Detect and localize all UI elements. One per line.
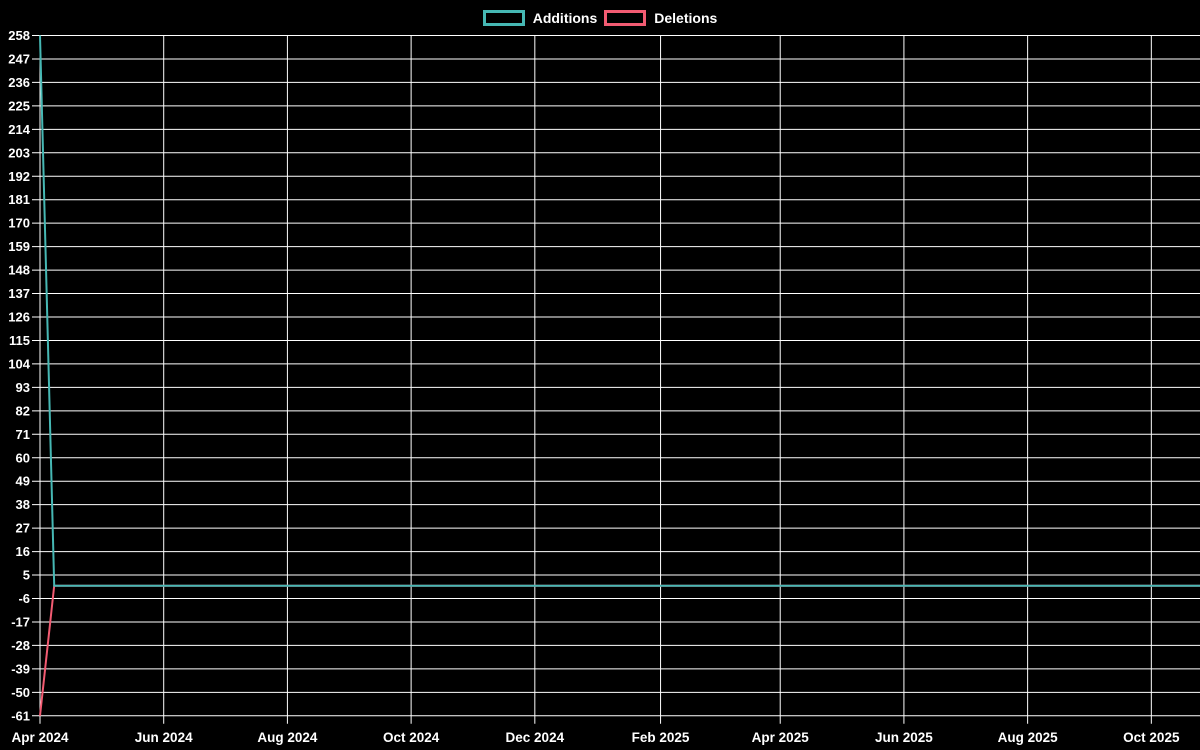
additions-swatch-icon	[482, 10, 525, 26]
deletions-line	[39, 584, 1200, 716]
additions-line	[39, 35, 1200, 587]
y-tick-label: 214	[8, 122, 30, 137]
x-tick-label: Aug 2025	[998, 730, 1059, 745]
vertical-gridlines	[39, 35, 1152, 724]
y-tick-label: 159	[8, 239, 30, 254]
y-tick-label: 49	[16, 474, 30, 489]
horizontal-gridlines	[32, 35, 1200, 717]
x-tick-label: Feb 2025	[632, 730, 690, 745]
y-tick-label: 258	[8, 28, 30, 43]
y-tick-label: 82	[16, 403, 30, 418]
y-tick-label: 60	[16, 450, 30, 465]
legend-item-additions[interactable]: Additions	[482, 10, 598, 26]
y-tick-label: 137	[8, 286, 30, 301]
deletions-swatch-icon	[604, 10, 647, 26]
x-tick-label: Oct 2024	[383, 730, 440, 745]
x-tick-label: Aug 2024	[257, 730, 318, 745]
chart-legend: Additions Deletions	[0, 8, 1200, 28]
y-tick-label: -50	[11, 685, 30, 700]
y-tick-label: 148	[8, 263, 30, 278]
y-tick-label: -28	[11, 638, 30, 653]
y-tick-label: 181	[8, 192, 30, 207]
x-tick-label: Apr 2025	[752, 730, 810, 745]
y-tick-label: 192	[8, 169, 30, 184]
y-tick-label: 71	[16, 427, 30, 442]
legend-label-additions: Additions	[532, 10, 598, 26]
x-tick-label: Jun 2024	[135, 730, 193, 745]
x-tick-label: Apr 2024	[11, 730, 69, 745]
y-tick-label: 170	[8, 216, 30, 231]
x-tick-label: Dec 2024	[506, 730, 565, 745]
y-tick-label: 236	[8, 75, 30, 90]
y-tick-label: 115	[9, 333, 30, 348]
x-tick-label: Jun 2025	[875, 730, 933, 745]
y-tick-label: 5	[23, 568, 30, 583]
y-tick-label: -61	[11, 708, 30, 723]
y-tick-label: 38	[16, 497, 30, 512]
y-tick-label: 247	[8, 51, 30, 66]
y-axis-labels: 258 247 236 225 214 203 192 181 170 159 148 137 126 1…	[8, 28, 30, 723]
y-tick-label: 93	[16, 380, 30, 395]
legend-item-deletions[interactable]: Deletions	[604, 10, 717, 26]
y-tick-label: 126	[8, 310, 30, 325]
y-tick-label: 27	[16, 521, 30, 536]
y-tick-label: -6	[18, 591, 30, 606]
y-tick-label: 104	[8, 356, 30, 371]
x-tick-label: Oct 2025	[1123, 730, 1180, 745]
x-axis-labels: Apr 2024 Jun 2024 Aug 2024 Oct 2024 Dec 2024…	[11, 730, 1179, 745]
y-tick-label: 203	[8, 145, 30, 160]
y-tick-label: -39	[11, 661, 30, 676]
y-tick-label: -17	[11, 614, 30, 629]
legend-label-deletions: Deletions	[654, 10, 718, 26]
y-tick-label: 16	[16, 544, 30, 559]
y-tick-label: 225	[8, 98, 30, 113]
